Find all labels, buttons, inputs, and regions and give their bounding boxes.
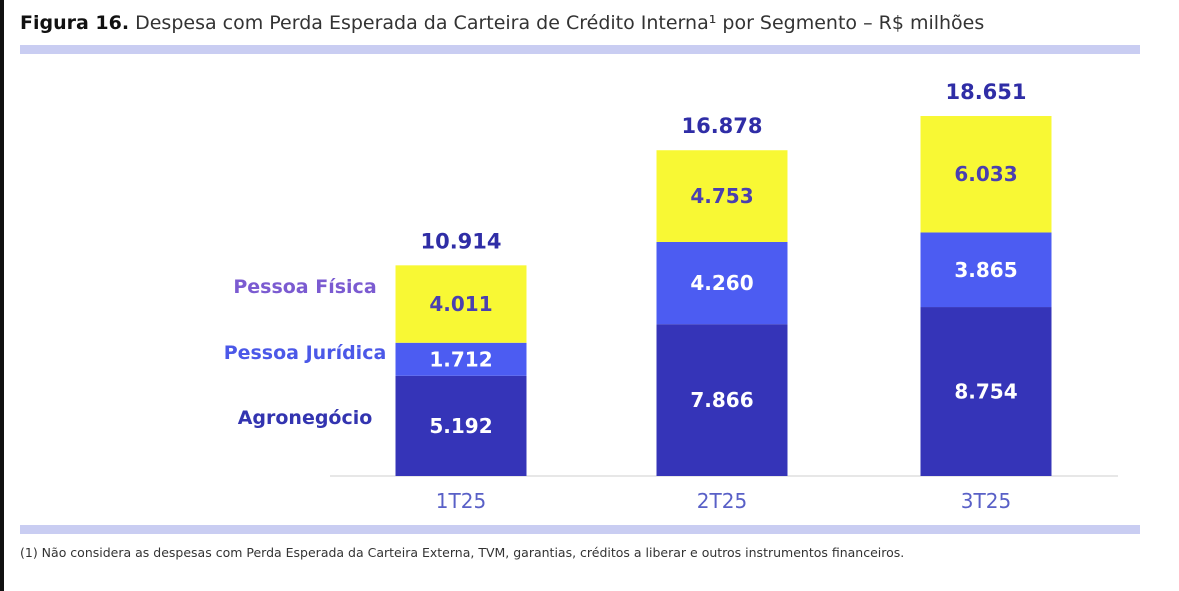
total-label-3T25: 18.651 [945,80,1026,104]
bar-pessoa_fisica-3T25 [920,116,1052,233]
legend-label-pessoa_juridica: Pessoa Jurídica [224,342,387,364]
data-label-pessoa_fisica-2T25: 4.753 [690,184,753,208]
bar-pessoa_fisica-1T25 [395,265,527,343]
data-label-agronegocio-3T25: 8.754 [954,380,1017,404]
bottom-divider [20,525,1140,534]
left-frame-border [0,0,4,591]
bar-agronegocio-1T25 [395,375,527,476]
total-label-1T25: 10.914 [420,229,501,253]
data-label-pessoa_juridica-3T25: 3.865 [954,258,1017,282]
x-tick-3T25: 3T25 [961,489,1011,513]
bar-pessoa_juridica-2T25 [656,241,788,325]
bar-agronegocio-2T25 [656,324,788,476]
figure-label: Figura 16. [20,12,130,34]
figure-title-row: Figura 16. Despesa com Perda Esperada da … [20,12,984,34]
data-label-pessoa_fisica-3T25: 6.033 [954,162,1017,186]
data-label-agronegocio-1T25: 5.192 [429,414,492,438]
data-label-pessoa_fisica-1T25: 4.011 [429,292,492,316]
x-tick-2T25: 2T25 [697,489,747,513]
data-label-pessoa_juridica-1T25: 1.712 [429,347,492,371]
x-tick-1T25: 1T25 [436,489,486,513]
bar-pessoa_juridica-1T25 [395,342,527,376]
data-label-pessoa_juridica-2T25: 4.260 [690,271,753,295]
legend-label-pessoa_fisica: Pessoa Física [233,276,376,298]
top-divider [20,45,1140,54]
data-label-agronegocio-2T25: 7.866 [690,388,753,412]
bar-pessoa_fisica-2T25 [656,150,788,242]
legend-label-agronegocio: Agronegócio [238,407,373,429]
figure-title: Despesa com Perda Esperada da Carteira d… [135,12,985,34]
footnote: (1) Não considera as despesas com Perda … [20,545,905,560]
bar-pessoa_juridica-3T25 [920,232,1052,308]
bar-agronegocio-3T25 [920,307,1052,476]
total-label-2T25: 16.878 [681,114,762,138]
